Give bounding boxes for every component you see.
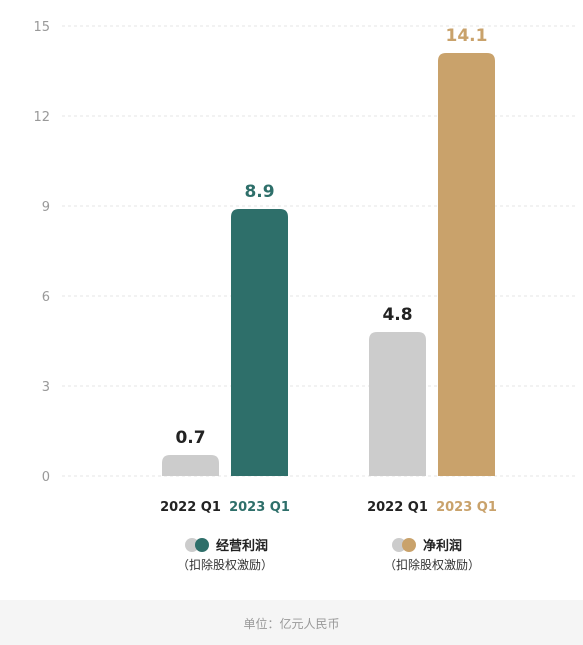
bar-value-label: 4.8	[382, 305, 412, 325]
legend-dot-color	[195, 538, 209, 552]
legend-dot-color	[402, 538, 416, 552]
unit-label: 单位：亿元人民币	[243, 617, 340, 631]
category-label: 2023 Q1	[436, 500, 497, 515]
category-label: 2023 Q1	[229, 500, 290, 515]
legend-dot-grey	[392, 538, 406, 552]
y-tick-label: 6	[42, 290, 50, 305]
legend-label: 经营利润	[216, 538, 268, 554]
bar	[369, 332, 426, 476]
bar	[438, 53, 495, 476]
bar-value-label: 14.1	[446, 26, 488, 46]
y-tick-label: 15	[33, 20, 50, 35]
unit-footer	[0, 600, 583, 645]
category-label: 2022 Q1	[160, 500, 221, 515]
bar-value-label: 0.7	[175, 428, 205, 448]
legend-note: （扣除股权激励）	[384, 557, 480, 572]
bar	[162, 455, 219, 476]
legend-note: （扣除股权激励）	[177, 557, 273, 572]
y-tick-label: 0	[42, 470, 50, 485]
y-tick-label: 12	[33, 110, 50, 125]
bar-value-label: 8.9	[244, 182, 274, 202]
category-label: 2022 Q1	[367, 500, 428, 515]
legend-label: 净利润	[423, 538, 462, 554]
bar	[231, 209, 288, 476]
legend-dot-grey	[185, 538, 199, 552]
y-tick-label: 3	[42, 380, 50, 395]
y-tick-label: 9	[42, 200, 50, 215]
